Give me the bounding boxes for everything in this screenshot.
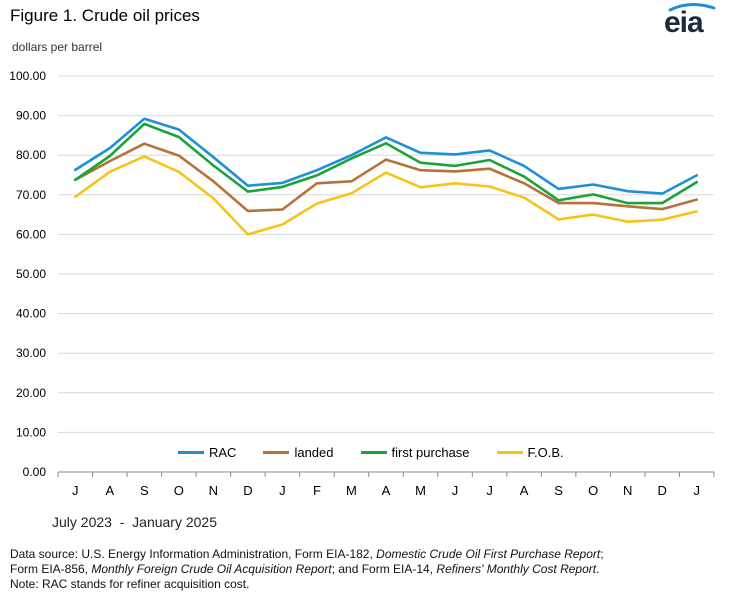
x-tick-label: O — [174, 483, 184, 498]
x-tick-label: N — [623, 483, 632, 498]
x-tick-label: A — [382, 483, 391, 498]
x-tick-label: A — [105, 483, 114, 498]
x-tick-label: D — [658, 483, 667, 498]
line-chart: 0.00 10.00 20.00 30.00 40.00 50.00 60.00 70.00 8… — [9, 69, 715, 498]
x-tick-label: J — [452, 483, 459, 498]
x-tick-label: J — [72, 483, 79, 498]
x-tick-label: D — [243, 483, 252, 498]
x-tick-label: M — [415, 483, 426, 498]
x-tick-label: S — [554, 483, 563, 498]
source-end: . — [596, 562, 600, 576]
date-range-label: July 2023 - January 2025 — [52, 514, 217, 530]
source-mid-1: ; — [600, 547, 604, 561]
legend-swatch — [496, 451, 523, 454]
y-tick-label: 100.00 — [9, 69, 46, 83]
y-tick-label: 60.00 — [16, 227, 46, 241]
logo-text: eia — [664, 6, 704, 39]
legend-swatch — [360, 451, 387, 454]
legend-label: first purchase — [391, 445, 470, 460]
y-tick-label: 80.00 — [16, 148, 46, 162]
source-italic-2: Monthly Foreign Crude Oil Acquisition Re… — [91, 562, 332, 576]
y-tick-label: 0.00 — [23, 465, 47, 479]
x-tick-label: M — [346, 483, 357, 498]
x-tick-label: J — [279, 483, 286, 498]
x-tick-label: N — [209, 483, 218, 498]
y-tick-label: 30.00 — [16, 346, 46, 360]
legend-swatch — [178, 451, 204, 454]
y-tick-label: 90.00 — [16, 109, 46, 123]
source-mid-2: ; and Form EIA-14, — [331, 562, 437, 576]
y-tick-label: 10.00 — [16, 425, 46, 439]
y-tick-label: 20.00 — [16, 386, 46, 400]
legend-label: F.O.B. — [527, 445, 564, 460]
y-tick-label: 70.00 — [16, 188, 46, 202]
source-note: Data source: U.S. Energy Information Adm… — [10, 547, 710, 592]
legend-item: landed — [263, 445, 334, 460]
legend-item: F.O.B. — [496, 445, 564, 460]
source-prefix: Data source: U.S. Energy Information Adm… — [10, 547, 377, 561]
chart-title: Figure 1. Crude oil prices — [10, 6, 200, 25]
legend: RAC landed first purchase F.O.B. — [178, 445, 591, 460]
legend-swatch — [263, 451, 290, 454]
eia-logo: eia — [664, 2, 718, 42]
y-tick-label: 40.00 — [16, 307, 46, 321]
x-tick-label: O — [588, 483, 598, 498]
source-italic-1: Domestic Crude Oil First Purchase Report — [376, 547, 601, 561]
legend-item: RAC — [178, 445, 236, 460]
source-italic-3: Refiners' Monthly Cost Report — [436, 562, 597, 576]
x-tick-label: F — [313, 483, 321, 498]
legend-label: RAC — [209, 445, 237, 460]
logo-swoosh-icon — [668, 3, 716, 12]
y-axis-units: dollars per barrel — [12, 40, 103, 54]
series-line-rac — [74, 117, 699, 195]
x-tick-label: J — [486, 483, 493, 498]
series-line-landed — [74, 142, 699, 213]
note: Note: RAC stands for refiner acquisition… — [10, 577, 250, 591]
series-line-first-purchase — [74, 122, 699, 205]
y-tick-label: 50.00 — [16, 267, 46, 281]
x-tick-label: A — [520, 483, 529, 498]
x-tick-label: S — [140, 483, 149, 498]
series-line-f-o-b — [74, 155, 699, 236]
x-tick-label: J — [693, 483, 700, 498]
legend-label: landed — [294, 445, 334, 460]
source-line2-prefix: Form EIA-856, — [10, 562, 92, 576]
legend-item: first purchase — [360, 445, 470, 460]
